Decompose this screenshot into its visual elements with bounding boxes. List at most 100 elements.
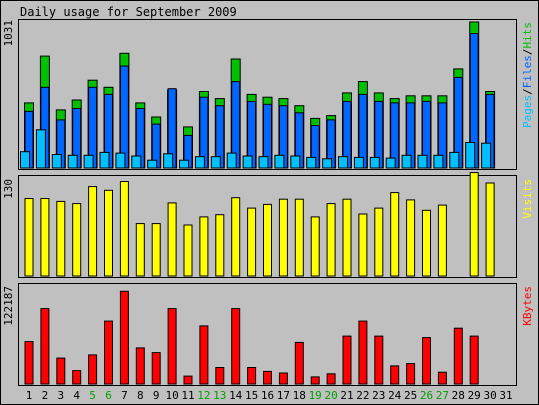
day-label-9: 9 xyxy=(153,389,160,402)
panel-visits-bars xyxy=(24,172,495,277)
bar-pages-day-5 xyxy=(83,154,94,169)
day-label-24: 24 xyxy=(388,389,402,402)
day-label-28: 28 xyxy=(452,389,465,402)
bar-pages-day-25 xyxy=(401,154,412,169)
bar-visits-day-3 xyxy=(56,200,66,277)
bar-kbytes-day-27 xyxy=(437,371,447,385)
bar-kbytes-day-4 xyxy=(72,370,82,385)
bar-kbytes-day-10 xyxy=(167,308,177,385)
bar-pages-day-23 xyxy=(369,156,380,169)
panel-visits: 130 Visits xyxy=(2,172,534,278)
bar-kbytes-day-21 xyxy=(342,335,352,385)
legend-traffic-part-1: / xyxy=(521,88,534,95)
bar-pages-day-1 xyxy=(20,151,30,169)
day-label-18: 18 xyxy=(293,389,306,402)
day-label-26: 26 xyxy=(420,389,433,402)
panel-visits-ymax-label: 130 xyxy=(2,179,15,199)
bar-pages-day-20 xyxy=(322,158,333,169)
panel-kbytes-frame xyxy=(18,283,517,386)
bar-pages-day-17 xyxy=(274,154,285,169)
bar-visits-day-22 xyxy=(358,213,368,277)
bar-visits-day-6 xyxy=(104,189,113,277)
bar-kbytes-day-29 xyxy=(469,335,479,385)
day-label-8: 8 xyxy=(137,389,144,402)
day-label-4: 4 xyxy=(73,389,80,402)
day-label-13: 13 xyxy=(213,389,226,402)
bar-kbytes-day-20 xyxy=(326,373,336,385)
bar-kbytes-day-13 xyxy=(215,367,225,385)
bar-kbytes-day-11 xyxy=(183,375,193,385)
legend-visits-part-0: Visits xyxy=(521,179,534,219)
day-label-23: 23 xyxy=(372,389,385,402)
day-label-16: 16 xyxy=(261,389,274,402)
bar-visits-day-8 xyxy=(135,223,145,277)
bar-visits-day-27 xyxy=(437,204,447,277)
bar-pages-day-4 xyxy=(67,154,78,169)
bar-pages-day-8 xyxy=(131,155,142,169)
bar-visits-day-24 xyxy=(390,192,400,277)
day-label-7: 7 xyxy=(121,389,128,402)
bar-kbytes-day-9 xyxy=(151,352,161,385)
bar-visits-day-15 xyxy=(247,207,257,277)
panel-kbytes: 122187 KBytes xyxy=(2,283,534,386)
bar-visits-day-4 xyxy=(72,203,82,277)
day-label-5: 5 xyxy=(89,389,96,402)
bar-kbytes-day-14 xyxy=(231,308,241,385)
bar-pages-day-16 xyxy=(258,156,269,169)
bar-visits-day-21 xyxy=(342,198,352,277)
day-label-17: 17 xyxy=(277,389,290,402)
day-label-19: 19 xyxy=(309,389,322,402)
bar-kbytes-day-26 xyxy=(422,337,431,385)
day-label-2: 2 xyxy=(42,389,49,402)
bar-kbytes-day-7 xyxy=(119,290,129,385)
bar-visits-day-17 xyxy=(278,198,288,277)
bar-visits-day-13 xyxy=(215,214,225,277)
bar-kbytes-day-3 xyxy=(56,357,66,385)
bar-visits-day-20 xyxy=(326,203,336,277)
panel-traffic-ymax-label: 1031 xyxy=(2,20,15,47)
bar-visits-day-25 xyxy=(406,199,416,277)
panel-traffic: 1031 Pages/Files/Hits xyxy=(2,19,534,170)
bar-pages-day-7 xyxy=(115,152,126,169)
bar-visits-day-19 xyxy=(310,216,320,277)
bar-kbytes-day-28 xyxy=(453,327,463,385)
bar-kbytes-day-1 xyxy=(24,341,34,385)
panel-visits-legend: Visits xyxy=(521,179,534,219)
bar-kbytes-day-23 xyxy=(374,335,384,385)
panel-traffic-legend: Pages/Files/Hits xyxy=(521,22,534,128)
bar-kbytes-day-18 xyxy=(294,341,304,385)
bar-pages-day-6 xyxy=(99,151,110,169)
bar-kbytes-day-8 xyxy=(135,347,145,385)
bar-pages-day-24 xyxy=(385,157,396,169)
day-label-25: 25 xyxy=(404,389,417,402)
bar-pages-day-19 xyxy=(306,156,317,169)
bar-visits-day-5 xyxy=(88,186,98,277)
legend-traffic-part-4: Hits xyxy=(521,22,534,49)
bar-kbytes-day-16 xyxy=(263,370,272,385)
chart-title: Daily usage for September 2009 xyxy=(20,5,237,19)
panel-traffic-bars xyxy=(20,21,496,169)
bar-pages-day-9 xyxy=(147,159,158,169)
bar-visits-day-1 xyxy=(24,198,34,277)
day-label-15: 15 xyxy=(245,389,258,402)
bar-kbytes-day-17 xyxy=(278,372,288,385)
bar-pages-day-18 xyxy=(290,155,301,169)
bar-kbytes-day-6 xyxy=(104,320,113,385)
legend-kbytes-part-0: KBytes xyxy=(521,286,534,326)
bar-pages-day-3 xyxy=(51,154,62,169)
day-label-12: 12 xyxy=(197,389,210,402)
legend-traffic-part-3: / xyxy=(521,49,534,56)
bar-kbytes-day-2 xyxy=(40,308,50,385)
day-label-21: 21 xyxy=(340,389,353,402)
bar-kbytes-day-25 xyxy=(406,363,416,385)
bar-kbytes-day-22 xyxy=(358,320,368,385)
bar-kbytes-day-15 xyxy=(247,367,257,385)
bar-pages-day-27 xyxy=(433,154,444,169)
legend-traffic-part-0: Pages xyxy=(521,95,534,128)
day-label-30: 30 xyxy=(483,389,496,402)
bar-kbytes-day-12 xyxy=(199,325,209,385)
bar-visits-day-26 xyxy=(422,209,431,277)
bar-pages-day-28 xyxy=(449,151,460,169)
bar-pages-day-2 xyxy=(35,129,46,169)
